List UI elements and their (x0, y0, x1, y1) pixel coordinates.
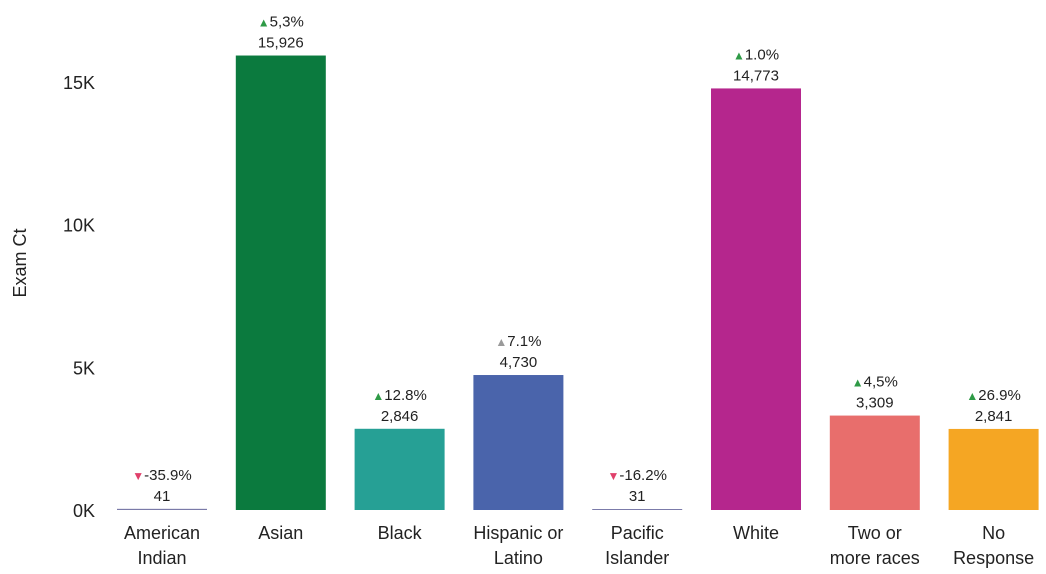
x-tick-label: American (124, 523, 200, 543)
data-labels-group: 41▼-35.9%15,926▲5,3%2,846▲12.8%4,730▲7.1… (132, 14, 1021, 505)
bar[interactable] (354, 428, 445, 510)
up-arrow-icon: ▲ (372, 389, 384, 403)
bar[interactable] (473, 375, 564, 510)
change-label: ▼-35.9% (132, 467, 191, 484)
change-label: ▼-16.2% (607, 467, 666, 484)
change-value: 4,5% (864, 374, 898, 391)
x-tick-label: Latino (494, 548, 543, 568)
up-arrow-icon: ▲ (733, 48, 745, 62)
bar[interactable] (117, 508, 207, 510)
x-tick-label: Black (378, 523, 423, 543)
up-arrow-icon: ▲ (258, 16, 270, 30)
change-value: 26.9% (978, 387, 1021, 404)
down-arrow-icon: ▼ (132, 469, 144, 483)
x-tick-label: Asian (258, 523, 303, 543)
change-value: 1.0% (745, 46, 779, 63)
y-axis: 0K 5K 10K 15K (63, 73, 95, 521)
x-tick-label: Islander (605, 548, 669, 568)
change-label: ▲26.9% (966, 387, 1020, 404)
value-label: 15,926 (258, 35, 304, 52)
up-arrow-icon: ▲ (966, 389, 978, 403)
bar[interactable] (235, 55, 326, 511)
bar[interactable] (948, 428, 1039, 510)
change-value: -16.2% (619, 467, 667, 484)
x-tick-label: Indian (137, 548, 186, 568)
value-label: 2,841 (975, 408, 1013, 425)
change-label: ▲12.8% (372, 387, 426, 404)
down-arrow-icon: ▼ (607, 469, 619, 483)
value-label: 41 (154, 488, 171, 505)
x-tick-label: Hispanic or (473, 523, 563, 543)
value-label: 2,846 (381, 408, 419, 425)
up-arrow-icon: ▲ (495, 335, 507, 349)
change-label: ▲5,3% (258, 14, 304, 31)
change-value: 7.1% (507, 333, 541, 350)
value-label: 4,730 (500, 354, 538, 371)
change-label: ▲4,5% (852, 374, 898, 391)
value-label: 3,309 (856, 395, 894, 412)
change-value: 5,3% (270, 14, 304, 31)
x-tick-label: more races (830, 548, 920, 568)
x-axis: American Indian Asian Black Hispanic or Latin… (124, 523, 1034, 568)
bar[interactable] (829, 415, 920, 510)
y-tick-label: 10K (63, 216, 95, 236)
bar[interactable] (711, 88, 801, 511)
bar[interactable] (592, 509, 683, 510)
y-axis-label: Exam Ct (10, 228, 30, 297)
x-tick-label: No (982, 523, 1005, 543)
change-label: ▲7.1% (495, 333, 541, 350)
bars-group (117, 55, 1039, 511)
change-value: -35.9% (144, 467, 192, 484)
value-label: 14,773 (733, 67, 779, 84)
x-tick-label: Response (953, 548, 1034, 568)
y-tick-label: 5K (73, 358, 95, 378)
y-tick-label: 15K (63, 73, 95, 93)
x-tick-label: Two or (848, 523, 902, 543)
change-value: 12.8% (384, 387, 427, 404)
y-tick-label: 0K (73, 501, 95, 521)
x-tick-label: Pacific (611, 523, 664, 543)
x-tick-label: White (733, 523, 779, 543)
value-label: 31 (629, 488, 646, 505)
change-label: ▲1.0% (733, 46, 779, 63)
up-arrow-icon: ▲ (852, 376, 864, 390)
